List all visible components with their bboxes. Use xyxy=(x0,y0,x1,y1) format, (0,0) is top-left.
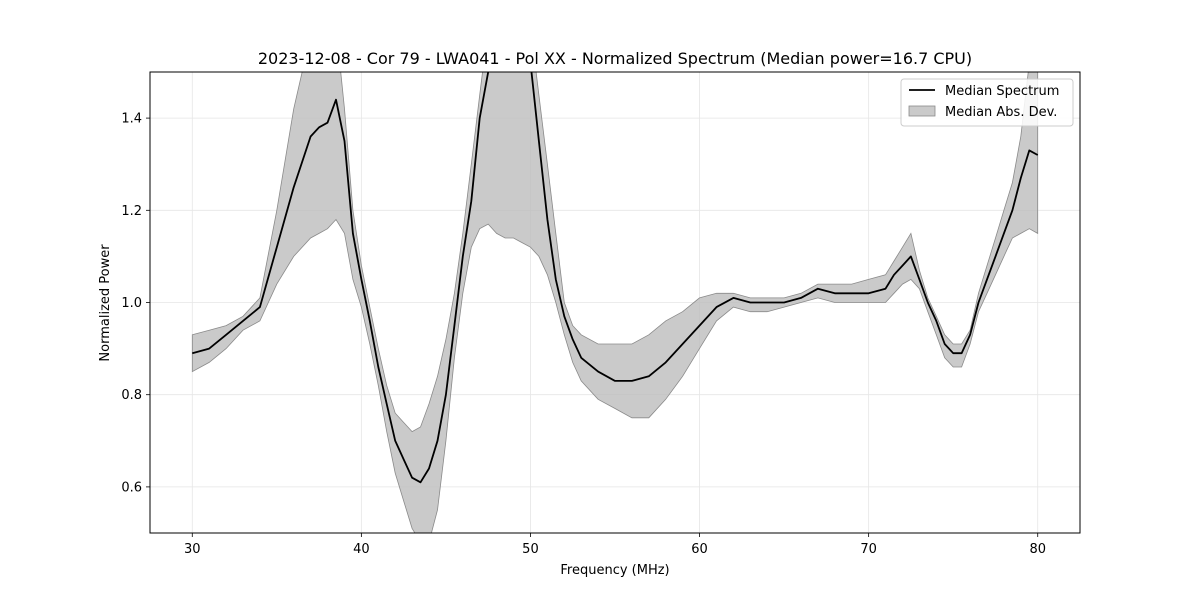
legend-mad-label: Median Abs. Dev. xyxy=(945,105,1057,120)
legend-median-label: Median Spectrum xyxy=(945,84,1059,99)
y-tick-label: 1.2 xyxy=(121,204,142,219)
x-tick-label: 80 xyxy=(1029,542,1046,557)
x-axis-ticks: 30 40 50 60 70 80 xyxy=(184,533,1046,557)
mad-band-layer xyxy=(191,72,1039,533)
y-axis-label: Normalized Power xyxy=(98,244,113,362)
x-tick-label: 60 xyxy=(691,542,708,557)
y-tick-label: 0.8 xyxy=(121,388,142,403)
y-tick-label: 0.6 xyxy=(121,480,142,495)
median-abs-dev-band xyxy=(191,72,1039,533)
median-line-layer xyxy=(192,72,1039,484)
x-tick-label: 70 xyxy=(860,542,877,557)
median-spectrum-line xyxy=(192,72,1039,484)
legend-box xyxy=(900,78,1074,127)
x-tick-label: 40 xyxy=(353,542,370,557)
x-tick-label: 50 xyxy=(522,542,539,557)
x-axis-label: Frequency (MHz) xyxy=(560,563,669,578)
y-tick-label: 1.4 xyxy=(121,112,142,127)
legend-mad-swatch xyxy=(908,105,936,117)
legend: Median Spectrum Median Abs. Dev. xyxy=(900,78,1074,127)
x-tick-label: 30 xyxy=(184,542,201,557)
y-axis-ticks: 0.6 0.8 1.0 1.2 1.4 xyxy=(121,112,150,495)
y-tick-label: 1.0 xyxy=(121,296,142,311)
chart-title: 2023-12-08 - Cor 79 - LWA041 - Pol XX - … xyxy=(258,49,972,68)
